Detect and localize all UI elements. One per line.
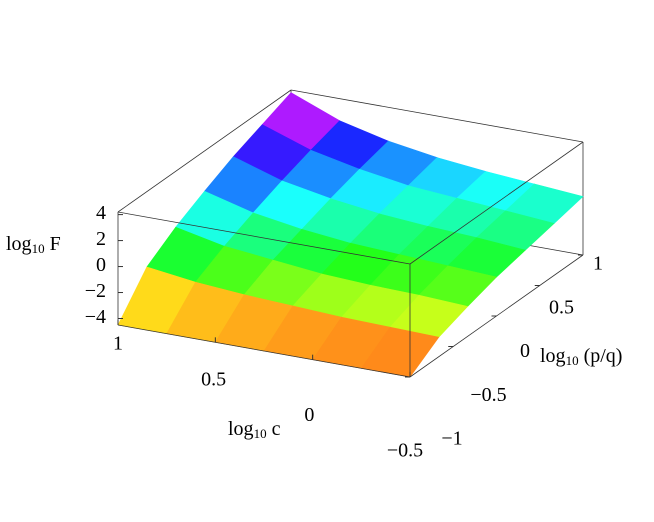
z-axis-label-sub: 10 <box>32 241 45 256</box>
z-tick-label: −2 <box>85 280 106 302</box>
z-tick-label: −4 <box>85 306 106 328</box>
box-edge <box>409 141 584 265</box>
y-tick-label: 1 <box>593 253 603 275</box>
z-axis-label: log10 F <box>6 233 61 256</box>
y-axis-label-rest: (p/q) <box>579 345 623 367</box>
x-tick-label: 0.5 <box>201 368 226 390</box>
box-edge <box>117 324 411 378</box>
box-edge <box>117 211 411 265</box>
z-tick-label: 4 <box>96 202 106 224</box>
x-tick-label: −0.5 <box>387 440 423 462</box>
x-axis-label-sub: 10 <box>254 426 267 441</box>
y-axis-label-sub: 10 <box>566 353 579 368</box>
y-tick-label: −1 <box>441 428 462 450</box>
y-tick-label: 0.5 <box>549 296 574 318</box>
x-tick-label: 1 <box>113 333 123 355</box>
x-axis-label-base: log <box>228 418 254 440</box>
z-axis-label-rest: F <box>45 233 61 255</box>
z-axis-label-base: log <box>6 233 32 255</box>
box-edge <box>117 89 292 213</box>
y-axis-label: log10 (p/q) <box>540 345 622 368</box>
x-axis-label: log10 c <box>228 418 281 441</box>
x-tick-label: 0 <box>304 404 314 426</box>
z-tick-label: 0 <box>96 254 106 276</box>
y-tick-label: 0 <box>520 340 530 362</box>
box-edge <box>290 89 584 143</box>
z-tick-label: 2 <box>96 228 106 250</box>
y-axis-label-base: log <box>540 345 566 367</box>
y-tick-label: −0.5 <box>470 384 506 406</box>
x-axis-label-rest: c <box>267 418 281 440</box>
